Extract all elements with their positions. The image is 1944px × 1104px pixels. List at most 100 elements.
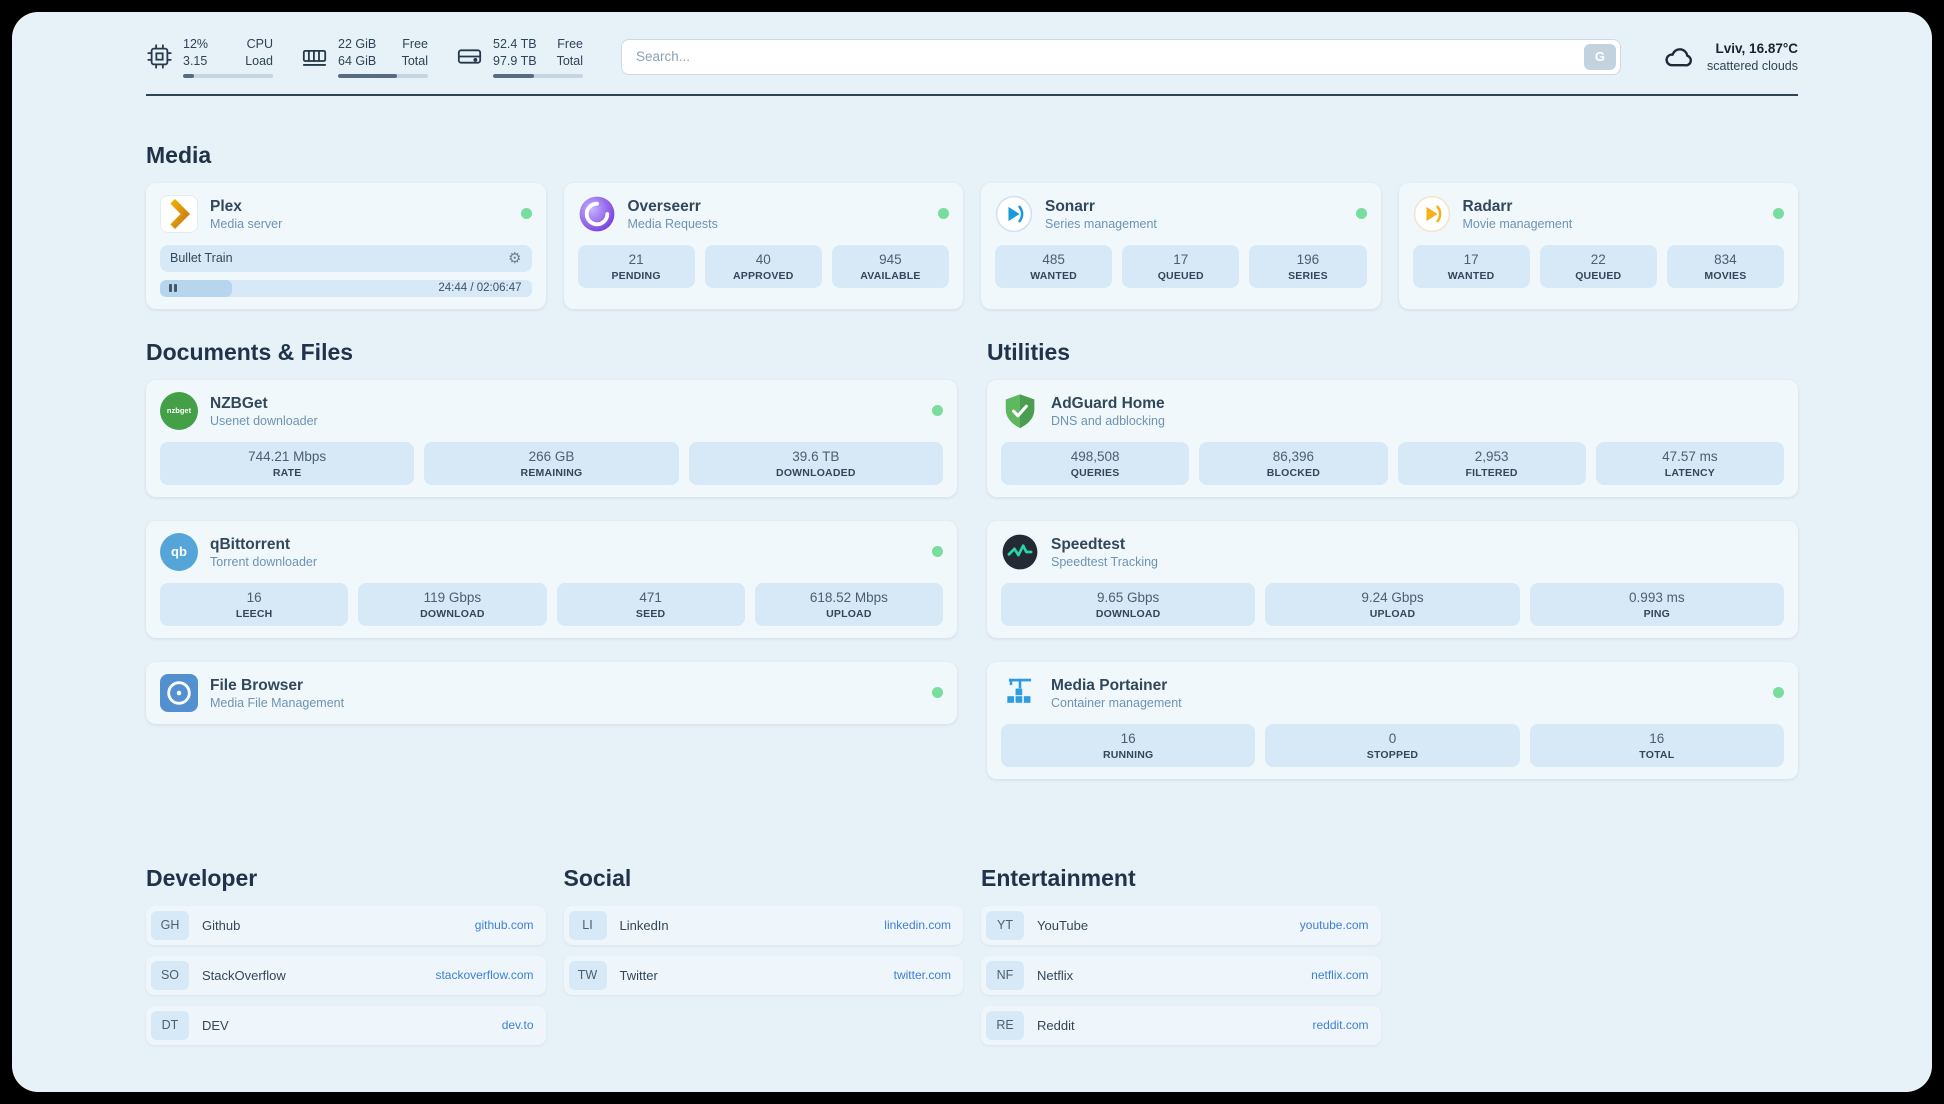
- stat-value: 196: [1296, 251, 1320, 267]
- service-card-sonarr[interactable]: Sonarr Series management 485 WANTED 17 Q…: [981, 182, 1381, 309]
- service-card-qbittorrent[interactable]: qb qBittorrent Torrent downloader 16 LEE…: [146, 520, 957, 638]
- stat-tile: 22 QUEUED: [1539, 244, 1657, 288]
- qbittorrent-icon: qb: [160, 532, 198, 571]
- bookmark-abbr: YT: [986, 910, 1024, 940]
- bookmark-domain: reddit.com: [1312, 1018, 1369, 1033]
- ram-free-label: Free: [402, 37, 428, 51]
- pause-icon: [169, 284, 172, 293]
- disk-monitor: 52.4 TB Free 97.9 TB Total: [456, 36, 583, 78]
- bookmark-abbr: TW: [568, 960, 607, 990]
- filebrowser-icon: [160, 673, 198, 712]
- stat-label: RUNNING: [1102, 748, 1154, 761]
- portainer-icon: [1001, 674, 1039, 712]
- service-card-filebrowser[interactable]: File Browser Media File Management: [146, 661, 957, 724]
- gear-icon[interactable]: ⚙: [508, 249, 522, 267]
- bookmark-reddit[interactable]: RE Reddit reddit.com: [981, 1005, 1381, 1045]
- stat-label: FILTERED: [1465, 466, 1518, 479]
- search-provider-button[interactable]: G: [1583, 43, 1616, 70]
- stat-label: LEECH: [235, 607, 273, 620]
- dashboard-frame: 12% CPU 3.15 Load: [12, 12, 1932, 1092]
- stat-tile: 0 STOPPED: [1265, 723, 1520, 767]
- bookmark-group-entertainment: Entertainment YT YouTube youtube.com NF …: [981, 865, 1381, 1056]
- bookmark-domain: linkedin.com: [884, 918, 951, 933]
- bookmark-dev[interactable]: DT DEV dev.to: [146, 1005, 546, 1045]
- stat-value: 39.6 TB: [792, 448, 840, 464]
- cpu-load-label: Load: [245, 53, 273, 68]
- disk-total-label: Total: [556, 53, 583, 68]
- bookmark-name: StackOverflow: [202, 967, 286, 983]
- bookmark-netflix[interactable]: NF Netflix netflix.com: [981, 955, 1381, 995]
- service-card-speedtest[interactable]: Speedtest Speedtest Tracking 9.65 Gbps D…: [987, 520, 1798, 638]
- overseerr-icon: [578, 195, 616, 233]
- service-name: Plex: [210, 197, 242, 215]
- stat-tile: 119 Gbps DOWNLOAD: [358, 582, 547, 626]
- stat-value: 17: [1463, 251, 1479, 267]
- stat-label: DOWNLOADED: [776, 466, 856, 479]
- cloud-icon: [1659, 42, 1697, 72]
- service-desc: Movie management: [1462, 216, 1573, 231]
- service-desc: Media server: [210, 216, 283, 231]
- memory-icon: [301, 43, 328, 70]
- stat-tile: 47.57 ms LATENCY: [1595, 441, 1784, 485]
- bookmarks-section: Developer GH Github github.com SO StackO…: [146, 865, 1798, 1092]
- stat-value: 945: [879, 251, 902, 267]
- section-title-media: Media: [146, 141, 212, 168]
- now-playing-bar: Bullet Train ⚙: [160, 244, 532, 272]
- bookmark-stackoverflow[interactable]: SO StackOverflow stackoverflow.com: [146, 955, 546, 995]
- stat-tile: 17 WANTED: [1412, 244, 1530, 288]
- bookmark-github[interactable]: GH Github github.com: [146, 905, 546, 945]
- bookmark-abbr: DT: [151, 1010, 189, 1040]
- stat-label: QUERIES: [1070, 466, 1120, 479]
- bookmark-twitter[interactable]: TW Twitter twitter.com: [563, 955, 963, 995]
- service-card-portainer[interactable]: Media Portainer Container management 16 …: [987, 661, 1798, 779]
- stat-tile: 196 SERIES: [1249, 244, 1367, 288]
- stat-value: 16: [1649, 730, 1665, 746]
- search-input[interactable]: [621, 38, 1621, 75]
- utilities-group: Utilities AdGuard Home DNS and adblockin…: [987, 309, 1798, 803]
- stat-label: WANTED: [1447, 269, 1495, 282]
- disk-progress-track: [493, 73, 583, 78]
- stat-label: DOWNLOAD: [1095, 607, 1161, 620]
- service-desc: Torrent downloader: [210, 554, 318, 569]
- stat-label: LATENCY: [1664, 466, 1715, 479]
- service-name: File Browser: [210, 676, 304, 694]
- cpu-progress-fill: [183, 73, 194, 78]
- stats-row: 16 RUNNING 0 STOPPED 16 TOTAL: [1001, 723, 1784, 767]
- bookmark-name: Reddit: [1037, 1017, 1075, 1033]
- sonarr-icon: [995, 195, 1033, 233]
- stat-value: 0.993 ms: [1629, 589, 1685, 605]
- service-card-nzbget[interactable]: nzbget NZBGet Usenet downloader 744.21 M…: [146, 379, 957, 497]
- bookmark-youtube[interactable]: YT YouTube youtube.com: [981, 905, 1381, 945]
- status-dot: [932, 405, 943, 417]
- service-card-plex[interactable]: Plex Media server Bullet Train ⚙ 24:44 /…: [146, 182, 546, 309]
- stat-tile: 39.6 TB DOWNLOADED: [688, 441, 943, 485]
- stat-tile: 40 APPROVED: [704, 244, 822, 288]
- resource-monitors: 12% CPU 3.15 Load: [146, 36, 583, 78]
- stat-value: 47.57 ms: [1662, 448, 1718, 464]
- stat-label: RATE: [272, 466, 302, 479]
- bookmark-domain: netflix.com: [1311, 968, 1369, 983]
- stat-tile: 0.993 ms PING: [1529, 582, 1784, 626]
- bookmark-linkedin[interactable]: LI LinkedIn linkedin.com: [563, 905, 963, 945]
- section-title-documents: Documents & Files: [146, 338, 354, 365]
- disk-total-value: 97.9 TB: [493, 53, 537, 68]
- service-name: NZBGet: [210, 394, 268, 412]
- stat-value: 485: [1042, 251, 1065, 267]
- bookmark-name: YouTube: [1037, 917, 1089, 933]
- weather-widget[interactable]: Lviv, 16.87°C scattered clouds: [1659, 40, 1798, 74]
- stat-value: 9.65 Gbps: [1097, 589, 1160, 605]
- playback-progress-track: 24:44 / 02:06:47: [160, 279, 532, 297]
- service-card-adguard[interactable]: AdGuard Home DNS and adblocking 498,508 …: [987, 379, 1798, 497]
- cpu-label: CPU: [246, 37, 273, 51]
- bookmark-name: LinkedIn: [619, 917, 669, 933]
- service-name: Overseerr: [627, 197, 701, 215]
- status-dot: [932, 687, 943, 699]
- cpu-value: 12%: [183, 37, 209, 51]
- service-card-radarr[interactable]: Radarr Movie management 17 WANTED 22 QUE…: [1398, 182, 1798, 309]
- stat-tile: 2,953 FILTERED: [1397, 441, 1586, 485]
- header-divider: [146, 93, 1798, 96]
- now-playing-title: Bullet Train: [170, 251, 233, 266]
- service-card-overseerr[interactable]: Overseerr Media Requests 21 PENDING 40 A…: [563, 182, 963, 309]
- stat-label: QUEUED: [1157, 269, 1204, 282]
- stat-label: TOTAL: [1639, 748, 1675, 761]
